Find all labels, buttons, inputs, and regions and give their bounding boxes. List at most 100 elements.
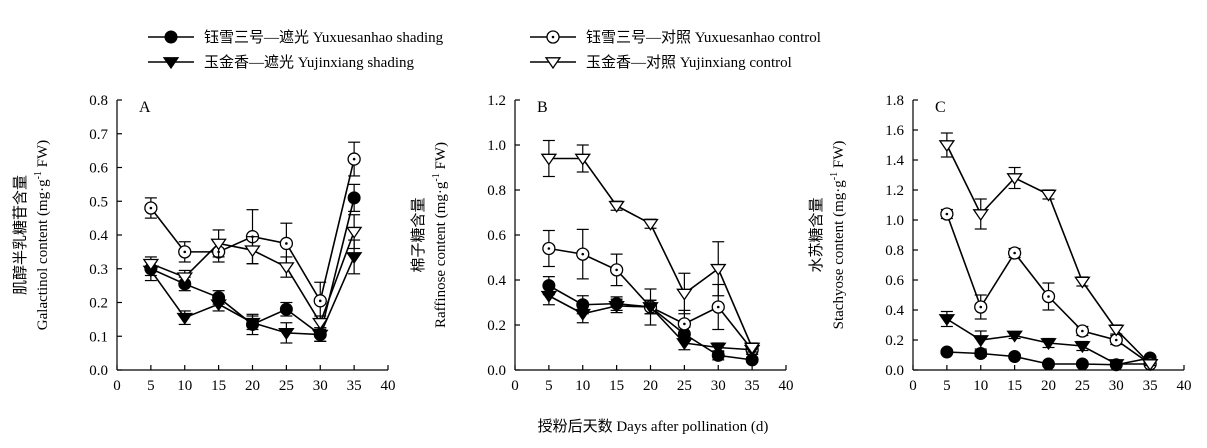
data-point bbox=[677, 317, 692, 331]
x-tick-label: 5 bbox=[943, 378, 951, 394]
data-point bbox=[1108, 324, 1125, 337]
chart-panel-b: 0 5 10 15 20 25 30 35 40 0.0 0.2 0.4 0.6 0.8 1.0 1.2 B 棉子… bbox=[410, 93, 794, 394]
legend-marker bbox=[164, 30, 178, 44]
data-point bbox=[1074, 276, 1091, 289]
x-tick-label: 0 bbox=[909, 378, 917, 394]
marker-center-dot bbox=[1114, 338, 1118, 342]
data-point bbox=[1108, 359, 1125, 372]
y-axis-label-en: Raffinose content (mg·g-1 FW) bbox=[431, 142, 449, 328]
data-point bbox=[345, 252, 363, 265]
y-axis-label-cn: 水苏糖含量 bbox=[808, 197, 825, 272]
data-point bbox=[1074, 341, 1091, 354]
data-point bbox=[244, 317, 261, 330]
data-point bbox=[609, 263, 624, 277]
legend-label: 玉金香—对照 Yujinxiang control bbox=[586, 54, 792, 71]
x-tick-label: 25 bbox=[279, 378, 294, 394]
x-tick-label: 40 bbox=[381, 378, 396, 394]
data-point bbox=[938, 314, 956, 327]
data-point bbox=[574, 153, 591, 166]
x-tick-label: 30 bbox=[313, 378, 328, 394]
data-point bbox=[940, 207, 954, 221]
x-tick-label: 15 bbox=[211, 378, 226, 394]
panel-label: A bbox=[139, 99, 151, 116]
y-label-main: Stachyose content (mg·g bbox=[831, 180, 847, 330]
legend-marker bbox=[546, 30, 560, 44]
data-point bbox=[974, 300, 988, 314]
x-tick-label: 10 bbox=[177, 378, 192, 394]
data-point bbox=[176, 272, 193, 285]
legend-item: 钰雪三号—遮光 Yuxuesanhao shading bbox=[148, 29, 444, 46]
data-point bbox=[176, 312, 193, 325]
x-tick-label: 15 bbox=[609, 378, 624, 394]
y-label-superscript: -1 bbox=[829, 172, 840, 180]
x-tick-label: 20 bbox=[1041, 378, 1056, 394]
chart-panel-c: 0 5 10 15 20 25 30 35 40 0.0 0.2 0.4 0.6 0.8 1.0 1.2 1.4… bbox=[808, 93, 1192, 394]
marker-center-dot bbox=[285, 242, 288, 245]
marker-center-dot bbox=[547, 247, 551, 250]
marker-center-dot bbox=[1081, 329, 1084, 333]
y-axis-label-en: Galactinol content (mg·g-1 FW) bbox=[33, 140, 51, 330]
series bbox=[542, 228, 759, 357]
data-point bbox=[1075, 357, 1089, 371]
y-tick-label: 0.6 bbox=[89, 161, 108, 177]
y-tick-label: 0.2 bbox=[487, 318, 506, 334]
y-axis-label-cn: 棉子糖含量 bbox=[410, 197, 427, 272]
data-point bbox=[972, 335, 989, 348]
y-tick-label: 0.0 bbox=[885, 363, 904, 379]
y-tick-label: 0.8 bbox=[885, 243, 904, 259]
legend-marker bbox=[544, 57, 562, 70]
x-tick-label: 10 bbox=[575, 378, 590, 394]
data-point bbox=[743, 342, 761, 355]
y-label-superscript: -1 bbox=[431, 173, 442, 181]
y-tick-label: 0.4 bbox=[89, 228, 108, 244]
x-tick-label: 40 bbox=[1177, 378, 1192, 394]
y-tick-label: 1.8 bbox=[885, 93, 904, 109]
series bbox=[142, 214, 363, 331]
data-point bbox=[312, 329, 329, 342]
data-point bbox=[676, 338, 693, 351]
data-point bbox=[345, 226, 363, 239]
legend-label: 钰雪三号—遮光 Yuxuesanhao shading bbox=[204, 29, 444, 46]
legend-label: 钰雪三号—对照 Yuxuesanhao control bbox=[586, 29, 821, 46]
data-point bbox=[574, 308, 591, 321]
x-tick-label: 5 bbox=[545, 378, 553, 394]
marker-center-dot bbox=[318, 299, 322, 303]
y-label-main: Raffinose content (mg·g bbox=[433, 181, 449, 328]
series bbox=[938, 132, 1159, 372]
y-tick-label: 0.6 bbox=[487, 228, 506, 244]
legend-item: 玉金香—对照 Yujinxiang control bbox=[530, 54, 792, 71]
data-point bbox=[1006, 173, 1023, 186]
y-tick-label: 0.2 bbox=[89, 296, 108, 312]
data-point bbox=[278, 262, 295, 275]
chart-panels: 0 5 10 15 20 25 30 35 40 0.0 0.1 0.2 0.3 0.4 0.5 0.6 0.7… bbox=[12, 93, 1192, 394]
data-point bbox=[940, 345, 954, 359]
data-point bbox=[711, 300, 725, 314]
x-tick-label: 30 bbox=[1109, 378, 1124, 394]
x-tick-label: 15 bbox=[1007, 378, 1022, 394]
data-point bbox=[608, 200, 625, 213]
x-tick-label: 0 bbox=[511, 378, 519, 394]
x-tick-label: 20 bbox=[245, 378, 260, 394]
data-point bbox=[540, 290, 558, 303]
series bbox=[540, 139, 761, 355]
data-point bbox=[312, 317, 329, 330]
y-tick-label: 0.0 bbox=[487, 363, 506, 379]
data-point bbox=[1141, 359, 1159, 372]
marker-center-dot bbox=[716, 305, 720, 309]
y-tick-label: 1.2 bbox=[487, 93, 506, 109]
x-tick-label: 35 bbox=[347, 378, 362, 394]
data-point bbox=[210, 238, 227, 251]
data-point bbox=[279, 302, 293, 316]
marker-center-dot bbox=[615, 268, 618, 272]
y-label-main: Galactinol content (mg·g bbox=[35, 179, 51, 330]
data-point bbox=[347, 191, 361, 205]
marker-center-dot bbox=[683, 322, 686, 326]
data-point bbox=[676, 288, 693, 301]
y-label-tail: FW) bbox=[831, 141, 847, 172]
marker-center-dot bbox=[581, 252, 585, 256]
x-tick-label: 20 bbox=[643, 378, 658, 394]
marker-center-dot bbox=[183, 250, 187, 254]
x-tick-label: 10 bbox=[973, 378, 988, 394]
y-axis-label-cn: 肌醇半乳糖苷含量 bbox=[12, 175, 29, 295]
